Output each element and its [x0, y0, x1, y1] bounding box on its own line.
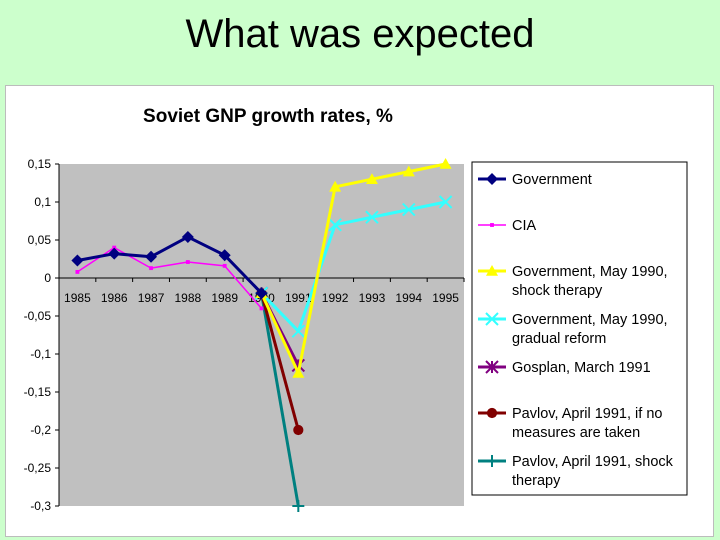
data-point [259, 306, 264, 311]
legend-label: Gosplan, March 1991 [512, 360, 651, 376]
legend-item: Pavlov, April 1991, shock therapy [478, 454, 674, 489]
series-line [260, 292, 300, 431]
slide-title: What was expected [185, 12, 535, 56]
legend-label: gradual reform [512, 331, 606, 347]
legend-label: therapy [512, 473, 561, 489]
legend-box [471, 161, 688, 496]
legend-swatch-marker [486, 455, 498, 467]
legend-item: Government, May 1990, gradual reform [478, 312, 668, 347]
legend-swatch-marker [486, 265, 498, 276]
x-tick-label: 1991 [285, 291, 312, 305]
y-tick-label: -0,25 [24, 461, 52, 475]
legend-swatch-marker [486, 173, 498, 185]
legend-label: Government, May 1990, [512, 264, 668, 280]
x-tick-label: 1992 [322, 291, 349, 305]
x-tick-label: 1985 [64, 291, 91, 305]
data-point [222, 263, 227, 268]
data-point [255, 287, 268, 300]
series-line [76, 246, 263, 309]
data-point [149, 266, 153, 271]
data-point [292, 500, 305, 512]
plot-area [59, 164, 464, 506]
legend-swatch-marker [490, 223, 494, 227]
legend-label: measures are taken [512, 425, 640, 441]
series-government [71, 230, 268, 300]
data-point [365, 173, 378, 184]
chart-panel: Soviet GNP growth rates, % 0,15 0,1 0,05 0 -0… [6, 86, 713, 536]
y-tick-label: -0,3 [30, 499, 51, 513]
x-tick-label: 1993 [359, 291, 386, 305]
legend-label: Government, May 1990, [512, 312, 668, 328]
legend-label: CIA [512, 218, 537, 234]
series-line [260, 162, 446, 375]
series-line [260, 200, 446, 333]
data-point [402, 165, 415, 177]
data-point [145, 250, 158, 263]
legend-item: Government [478, 172, 592, 188]
chart-title: Soviet GNP growth rates, % [143, 106, 393, 127]
data-point [75, 269, 80, 274]
data-point [292, 367, 305, 378]
legend: Government CIA Government, May 1990, shock … [471, 161, 688, 496]
data-point [439, 158, 452, 169]
series-line [77, 235, 263, 295]
x-tick-label: 1986 [101, 291, 128, 305]
legend-item: Government, May 1990, shock therapy [478, 264, 668, 299]
series-line [260, 292, 300, 507]
x-tick-label: 1987 [138, 291, 165, 305]
data-point [365, 210, 379, 224]
data-point [293, 424, 304, 436]
data-point [291, 324, 306, 338]
legend-item: Pavlov, April 1991, if no measures are ta… [478, 406, 662, 441]
y-tick-label: 0,05 [28, 233, 52, 247]
x-tick-label: 1989 [211, 291, 238, 305]
legend-swatch-marker [485, 360, 499, 374]
x-tick-label: 1995 [432, 291, 459, 305]
legend-label: Government [512, 172, 592, 188]
series-cia [75, 245, 264, 311]
line-chart: Soviet GNP growth rates, % 0,15 0,1 0,05 0 -0… [24, 106, 688, 513]
legend-label: Pavlov, April 1991, if no [512, 406, 662, 422]
legend-swatch-marker [485, 312, 499, 326]
data-point [218, 249, 231, 262]
x-tick-label: 1994 [395, 291, 422, 305]
legend-swatch-marker [486, 407, 498, 419]
y-tick-label: -0,05 [24, 309, 52, 323]
legend-item: CIA [478, 218, 537, 234]
data-point [71, 254, 84, 267]
data-point [438, 195, 453, 209]
legend-item: Gosplan, March 1991 [478, 360, 651, 376]
data-point [185, 260, 190, 264]
y-tick-label: 0,15 [28, 157, 52, 171]
data-point [402, 202, 416, 217]
y-tick-label: -0,1 [30, 347, 51, 361]
y-tick-label: -0,15 [24, 385, 52, 399]
y-tick-label: 0,1 [34, 195, 51, 209]
data-point [108, 247, 121, 260]
data-point [328, 218, 342, 232]
data-point [112, 245, 117, 250]
legend-label: shock therapy [512, 283, 603, 299]
legend-label: Pavlov, April 1991, shock [512, 454, 674, 470]
x-tick-label: 1988 [175, 291, 202, 305]
y-tick-label: 0 [44, 271, 51, 285]
data-point [329, 180, 342, 192]
data-point [181, 230, 194, 243]
y-tick-label: -0,2 [30, 423, 51, 437]
